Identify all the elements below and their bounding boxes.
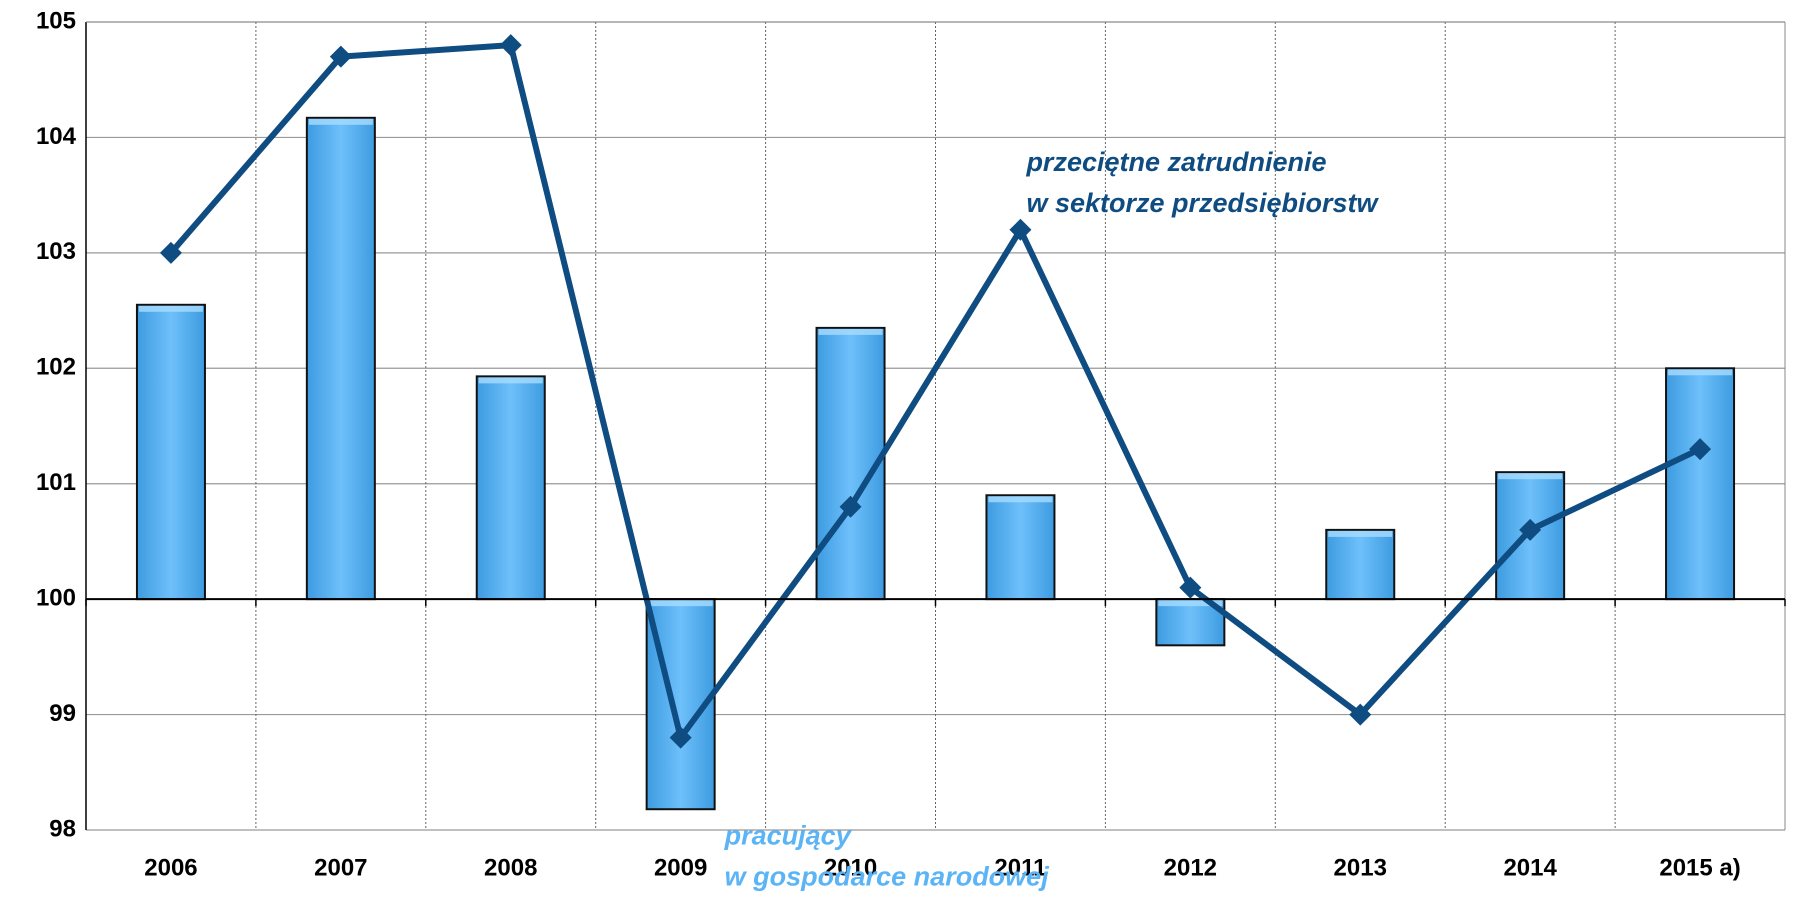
bar	[1325, 528, 1396, 601]
x-tick-label: 2015 a)	[1659, 854, 1740, 881]
series-label: w gospodarce narodowej	[725, 861, 1050, 891]
marker	[1349, 703, 1372, 726]
y-tick-label: 99	[49, 700, 76, 727]
y-tick-label: 102	[36, 354, 76, 381]
series-label: w sektorze przedsiębiorstw	[1026, 188, 1379, 218]
bar-highlight	[1158, 600, 1223, 607]
x-tick-label: 2011	[994, 854, 1046, 881]
x-tick-label: 2007	[314, 854, 367, 881]
line	[168, 42, 1702, 741]
marker	[839, 495, 862, 518]
x-tick-label: 2006	[144, 854, 197, 881]
bar	[815, 326, 886, 601]
bar-highlight	[308, 118, 373, 125]
x-tick-label: 2014	[1503, 854, 1557, 881]
bar	[475, 375, 546, 601]
y-tick-label: 101	[36, 469, 76, 496]
bar-highlight	[138, 305, 203, 312]
marker	[1519, 518, 1542, 541]
bar	[135, 303, 206, 601]
y-tick-label: 100	[36, 584, 76, 611]
marker	[1009, 218, 1032, 241]
bar	[305, 116, 376, 601]
y-tick-label: 104	[36, 123, 77, 150]
marker	[1689, 438, 1712, 461]
marker	[329, 45, 352, 68]
series-label: pracujący	[724, 820, 853, 850]
x-tick-label: 2009	[654, 854, 707, 881]
bar-highlight	[1668, 369, 1733, 376]
marker	[159, 241, 182, 264]
marker	[1179, 576, 1202, 599]
bar-highlight	[478, 377, 543, 384]
y-tick-label: 98	[49, 815, 76, 842]
x-tick-label: 2008	[484, 854, 537, 881]
x-tick-label: 2013	[1334, 854, 1387, 881]
series-label: przeciętne zatrudnienie	[1025, 147, 1326, 177]
bar-highlight	[648, 600, 713, 607]
bar-highlight	[988, 496, 1053, 503]
bar	[985, 494, 1056, 601]
bar-highlight	[818, 328, 883, 335]
bar-highlight	[1498, 473, 1563, 480]
bar	[1665, 367, 1736, 601]
y-tick-label: 103	[36, 238, 76, 265]
marker	[669, 726, 692, 749]
x-tick-label: 2012	[1164, 854, 1217, 881]
y-tick-label: 105	[36, 7, 76, 34]
bar-highlight	[1328, 530, 1393, 537]
marker	[499, 34, 522, 57]
x-tick-label: 2010	[824, 854, 877, 881]
